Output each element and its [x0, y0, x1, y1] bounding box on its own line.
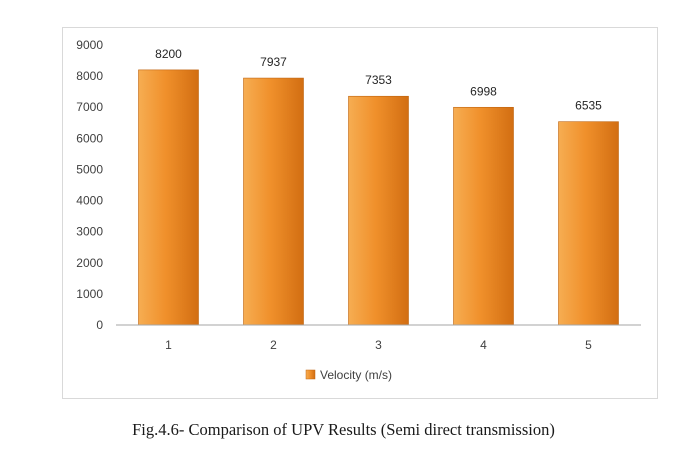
bar [558, 121, 619, 326]
data-label: 7353 [365, 73, 392, 87]
y-tick-label: 2000 [76, 256, 103, 270]
x-tick-label: 3 [375, 338, 382, 352]
y-tick-label: 4000 [76, 194, 103, 208]
data-label: 7937 [260, 55, 287, 69]
bar [138, 69, 199, 326]
data-label: 6535 [575, 99, 602, 113]
legend-label: Velocity (m/s) [320, 368, 392, 382]
y-tick-label: 3000 [76, 225, 103, 239]
x-tick-label: 2 [270, 338, 277, 352]
y-tick-label: 7000 [76, 100, 103, 114]
bar [348, 95, 409, 326]
x-tick-label: 4 [480, 338, 487, 352]
y-tick-label: 9000 [76, 38, 103, 52]
data-label: 6998 [470, 84, 497, 98]
y-tick-label: 1000 [76, 287, 103, 301]
legend: Velocity (m/s) [305, 368, 392, 382]
legend-swatch [305, 369, 316, 380]
data-label: 8200 [155, 47, 182, 61]
figure-caption: Fig.4.6- Comparison of UPV Results (Semi… [132, 420, 555, 439]
y-tick-label: 5000 [76, 162, 103, 176]
y-tick-label: 6000 [76, 131, 103, 145]
y-tick-label: 8000 [76, 69, 103, 83]
x-tick-label: 5 [585, 338, 592, 352]
bar [243, 77, 304, 326]
y-tick-label: 0 [96, 318, 103, 332]
x-tick-label: 1 [165, 338, 172, 352]
bar [453, 106, 514, 326]
